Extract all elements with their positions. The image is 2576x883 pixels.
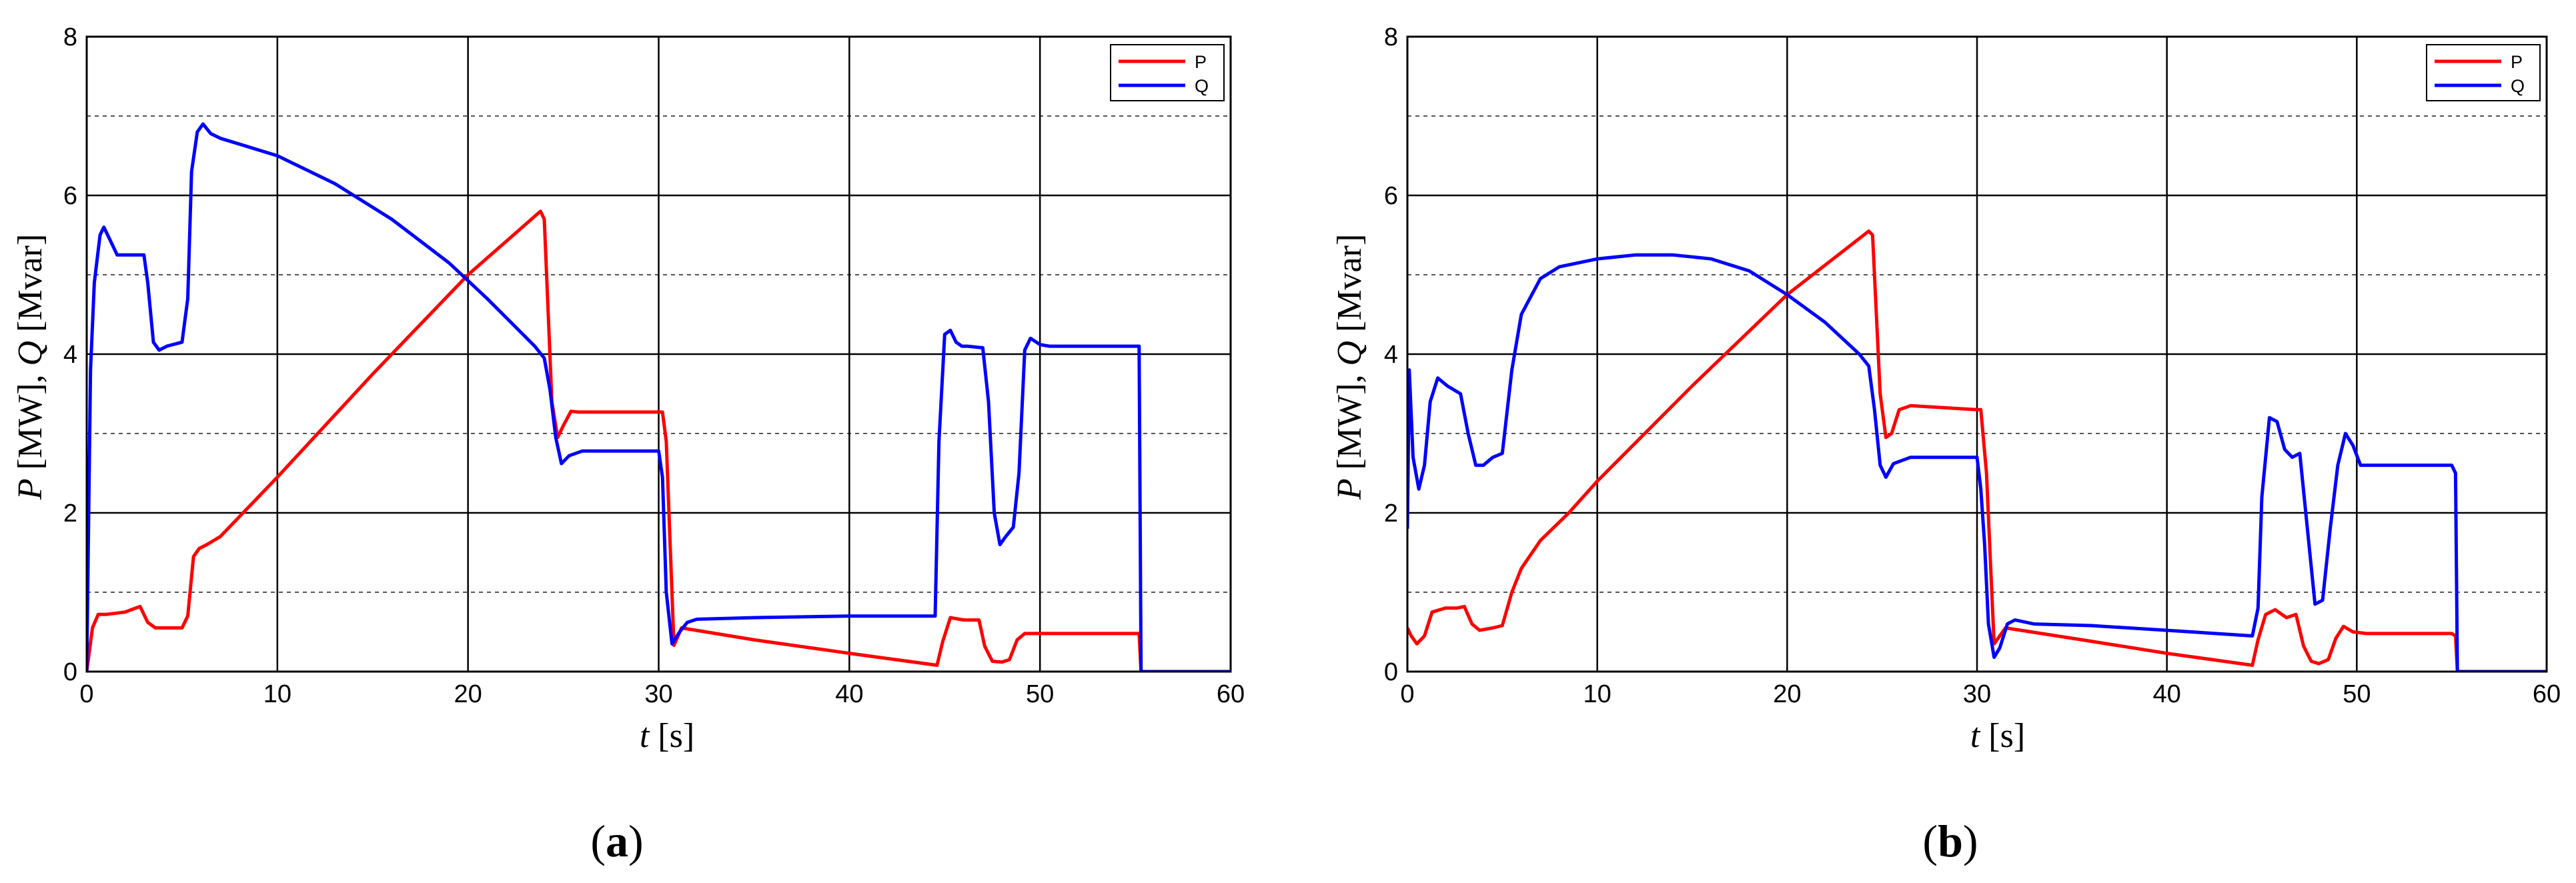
y-tick-label: 4	[1384, 341, 1398, 369]
y-tick-label: 0	[63, 658, 77, 686]
y-axis-label: P [MW], Q [Mvar]	[11, 234, 49, 501]
legend-label-Q: Q	[2511, 76, 2525, 96]
x-tick-label: 0	[79, 680, 93, 708]
series-line-Q	[87, 122, 1231, 672]
x-axis-label: t [s]	[640, 717, 694, 755]
chart-panel-a: P [MW], Q [Mvar] t [s] (a) 0 10 20 30 40 50 60…	[11, 23, 1245, 866]
chart-panel-b: P [MW], Q [Mvar] t [s] (b) 0 10 20 30 40 50 60…	[1331, 23, 2561, 866]
y-tick-label: 8	[63, 23, 77, 51]
series-line-Q	[1407, 253, 2547, 672]
plot-frame	[1406, 35, 2548, 673]
panel-caption: (a)	[590, 816, 643, 866]
y-tick-label: 4	[63, 341, 77, 369]
y-tick-label: 2	[63, 500, 77, 528]
series-line-P	[87, 209, 1231, 672]
legend-label-P: P	[2511, 52, 2523, 72]
panel-caption: (b)	[1922, 816, 1978, 866]
legend-label-P: P	[1195, 52, 1207, 72]
y-tick-label: 6	[1384, 182, 1398, 210]
legend-label-Q: Q	[1195, 76, 1209, 96]
x-tick-label: 20	[454, 680, 482, 708]
plot-frame	[85, 35, 1232, 673]
x-tick-label: 60	[2533, 680, 2561, 708]
x-tick-label: 60	[1217, 680, 1245, 708]
y-axis-label: P [MW], Q [Mvar]	[1331, 234, 1369, 501]
y-tick-label: 6	[63, 182, 77, 210]
y-tick-label: 8	[1384, 23, 1398, 51]
legend-box	[1110, 44, 1225, 101]
x-tick-label: 50	[1026, 680, 1054, 708]
x-tick-label: 50	[2343, 680, 2371, 708]
x-tick-label: 30	[644, 680, 672, 708]
y-tick-label: 0	[1384, 658, 1398, 686]
x-axis-label: t [s]	[1970, 717, 2025, 755]
x-tick-label: 40	[835, 680, 863, 708]
x-tick-label: 10	[1583, 680, 1612, 708]
y-tick-label: 2	[1384, 500, 1398, 528]
x-tick-label: 0	[1400, 680, 1414, 708]
series-line-P	[1407, 229, 2547, 672]
legend-box	[2426, 44, 2541, 101]
x-tick-label: 10	[263, 680, 291, 708]
x-tick-label: 20	[1773, 680, 1801, 708]
x-tick-label: 40	[2153, 680, 2181, 708]
x-tick-label: 30	[1963, 680, 1991, 708]
